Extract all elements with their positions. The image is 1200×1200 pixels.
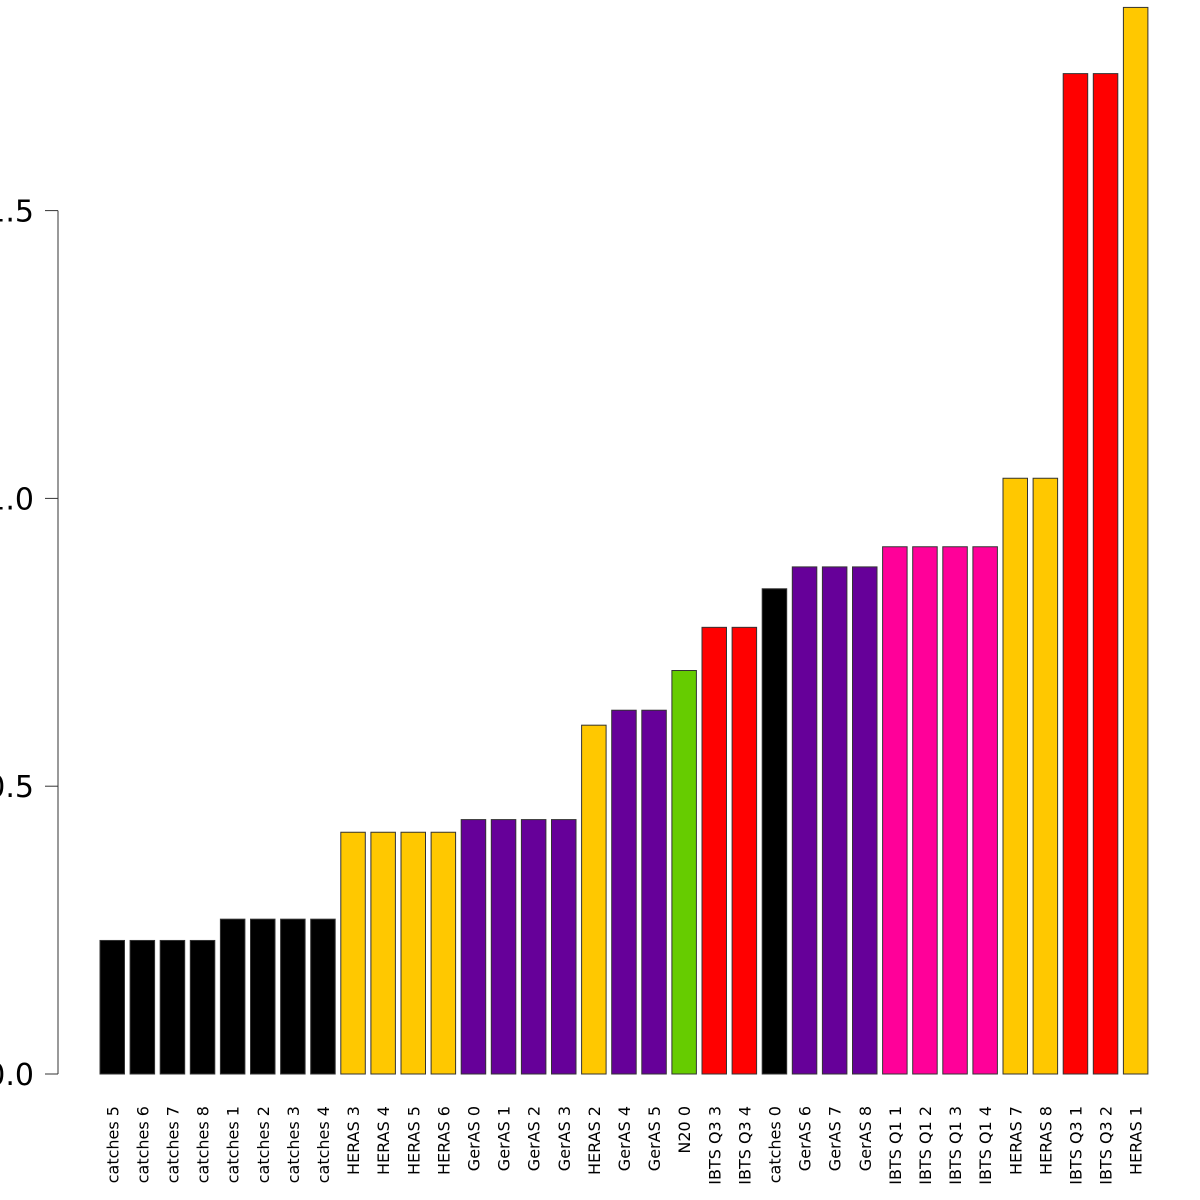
y-tick-label: 0.5 (0, 770, 34, 805)
x-category-label: HERAS 7 (1006, 1106, 1025, 1175)
bar (1002, 477, 1028, 1075)
x-category-label: catches 5 (103, 1106, 122, 1183)
category-labels: catches 5 catches 6 catches 7 catches 8 catc… (103, 1106, 1145, 1185)
x-category-label: GerAS 0 (464, 1106, 483, 1171)
x-category-label: GerAS 3 (555, 1106, 574, 1171)
bar (1122, 6, 1149, 1075)
bar (370, 831, 396, 1075)
bar (400, 831, 426, 1075)
x-category-label: catches 0 (765, 1106, 784, 1183)
x-category-label: GerAS 8 (856, 1106, 875, 1171)
x-category-label: IBTS Q3 2 (1097, 1106, 1116, 1185)
x-category-label: GerAS 6 (796, 1106, 815, 1171)
x-category-label: GerAS 7 (826, 1106, 845, 1171)
bar (852, 566, 878, 1075)
bar (189, 939, 216, 1075)
x-category-label: HERAS 3 (344, 1106, 363, 1175)
x-category-label: HERAS 1 (1127, 1106, 1146, 1175)
bars-group (99, 6, 1149, 1075)
bar (972, 546, 998, 1075)
x-category-label: GerAS 5 (645, 1106, 664, 1171)
x-category-label: catches 7 (163, 1106, 182, 1183)
bar (460, 819, 487, 1075)
bar (942, 546, 968, 1075)
bar (641, 709, 667, 1075)
bar (490, 819, 517, 1075)
bar (1032, 477, 1059, 1075)
bar (701, 626, 727, 1075)
x-category-label: catches 4 (314, 1106, 333, 1183)
bar (912, 546, 938, 1075)
x-category-label: GerAS 2 (525, 1106, 544, 1171)
x-category-label: catches 3 (284, 1106, 303, 1183)
y-tick-label: 1.0 (0, 482, 34, 517)
x-category-label: IBTS Q1 4 (976, 1106, 995, 1185)
bar (340, 831, 366, 1075)
x-category-label: HERAS 5 (404, 1106, 423, 1175)
x-category-label: catches 1 (224, 1106, 243, 1183)
bar (129, 939, 156, 1075)
bar (159, 939, 186, 1075)
x-category-label: catches 6 (133, 1106, 152, 1183)
x-category-label: IBTS Q1 1 (886, 1106, 905, 1185)
x-category-label: IBTS Q3 3 (705, 1106, 724, 1185)
x-category-label: IBTS Q3 4 (735, 1106, 754, 1185)
x-category-label: IBTS Q3 1 (1066, 1106, 1085, 1185)
bar (882, 546, 908, 1075)
x-category-label: HERAS 2 (585, 1106, 604, 1175)
x-category-label: GerAS 4 (615, 1106, 634, 1171)
bar (791, 566, 818, 1075)
y-tick-label: 0.0 (0, 1058, 34, 1093)
bar (430, 831, 457, 1075)
x-category-label: HERAS 6 (434, 1106, 453, 1175)
x-category-label: N20 0 (675, 1106, 694, 1154)
bar (1062, 73, 1089, 1075)
bar (219, 918, 246, 1075)
y-tick-label: 1.5 (0, 195, 34, 230)
bar (310, 918, 336, 1075)
bar (250, 918, 276, 1075)
bar (520, 819, 547, 1075)
x-category-label: IBTS Q1 3 (946, 1106, 965, 1185)
bar (1092, 73, 1119, 1075)
bar (821, 566, 848, 1075)
bar (581, 724, 607, 1075)
bar (99, 939, 125, 1075)
bar (280, 918, 306, 1075)
bar (611, 709, 637, 1075)
x-category-label: IBTS Q1 2 (916, 1106, 935, 1185)
x-category-label: catches 8 (194, 1106, 213, 1183)
x-category-label: HERAS 8 (1036, 1106, 1055, 1175)
y-axis: 0.0 0.5 1.0 1.5 (0, 195, 59, 1093)
x-category-label: catches 2 (254, 1106, 273, 1183)
x-category-label: GerAS 1 (495, 1106, 514, 1171)
x-category-label: HERAS 4 (374, 1106, 393, 1175)
bar (551, 819, 577, 1075)
bar (761, 588, 788, 1075)
bar (671, 670, 697, 1075)
bar (731, 626, 758, 1075)
